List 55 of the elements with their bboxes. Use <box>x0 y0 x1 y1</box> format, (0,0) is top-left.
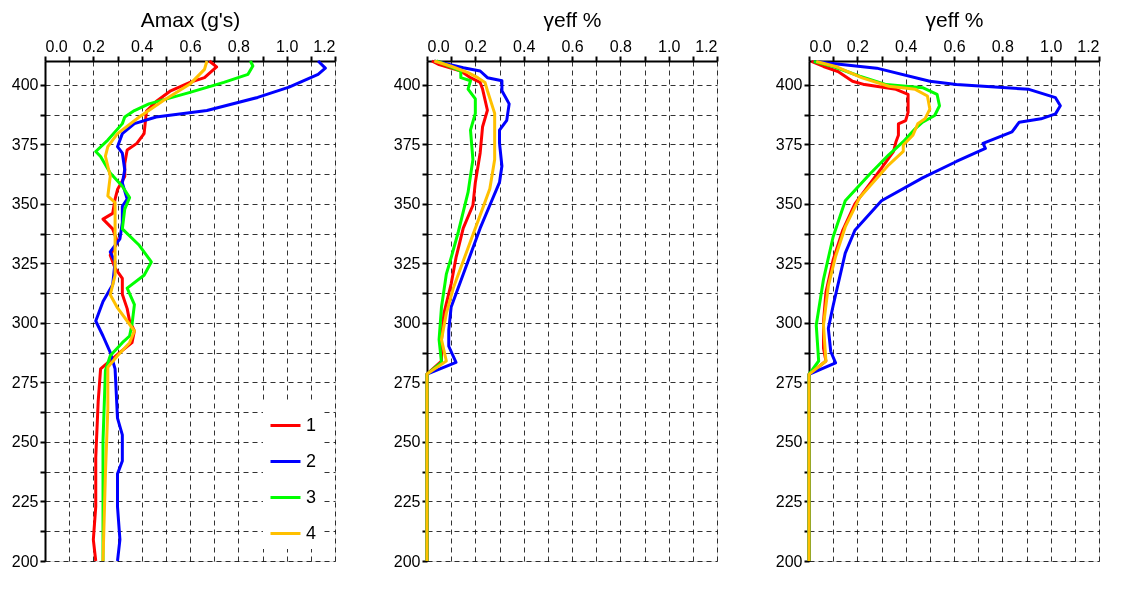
x-tick-label: 0.2 <box>82 37 106 55</box>
x-axis-title: Amax (g's) <box>140 7 241 31</box>
y-tick-label: 375 <box>11 135 39 153</box>
legend-label: 2 <box>306 450 317 471</box>
y-tick-label: 350 <box>393 195 421 213</box>
y-tick-label: 350 <box>775 195 803 213</box>
x-tick-label: 0.8 <box>227 37 251 55</box>
x-tick-label: 0.2 <box>846 37 870 55</box>
x-tick-label: 0.0 <box>45 37 68 55</box>
x-tick-label: 1.2 <box>695 37 718 55</box>
y-tick-label: 250 <box>775 433 803 451</box>
legend-label: 1 <box>306 414 317 435</box>
x-tick-label: 1.0 <box>276 37 299 55</box>
x-tick-label: 0.8 <box>991 37 1015 55</box>
y-tick-label: 300 <box>393 314 421 332</box>
x-tick-label: 1.0 <box>658 37 681 55</box>
x-tick-label: 1.0 <box>1040 37 1063 55</box>
legend-label: 4 <box>306 522 317 543</box>
x-tick-label: 0.4 <box>513 37 536 55</box>
y-tick-label: 400 <box>393 76 421 94</box>
x-tick-label: 0.6 <box>943 37 966 55</box>
x-tick-label: 0.0 <box>809 37 832 55</box>
y-tick-label: 275 <box>775 373 803 391</box>
y-tick-label: 250 <box>11 433 39 451</box>
y-tick-label: 300 <box>775 314 803 332</box>
x-tick-label: 0.0 <box>427 37 450 55</box>
y-tick-label: 275 <box>11 373 39 391</box>
y-tick-label: 325 <box>775 254 803 272</box>
y-tick-label: 250 <box>393 433 421 451</box>
y-tick-label: 375 <box>775 135 803 153</box>
x-tick-label: 0.4 <box>131 37 154 55</box>
x-tick-label: 0.8 <box>609 37 633 55</box>
y-tick-label: 325 <box>11 254 39 272</box>
y-tick-label: 275 <box>393 373 421 391</box>
x-tick-label: 1.2 <box>313 37 336 55</box>
x-axis-title: γeff % <box>543 7 602 31</box>
y-tick-label: 225 <box>393 492 421 510</box>
y-tick-label: 225 <box>775 492 803 510</box>
legend-label: 3 <box>306 486 317 507</box>
y-tick-label: 400 <box>11 76 39 94</box>
y-tick-label: 200 <box>11 552 39 570</box>
y-tick-label: 225 <box>11 492 39 510</box>
x-tick-label: 0.4 <box>895 37 918 55</box>
x-tick-label: 0.6 <box>561 37 584 55</box>
y-tick-label: 200 <box>775 552 803 570</box>
y-tick-label: 300 <box>11 314 39 332</box>
x-tick-label: 0.2 <box>464 37 488 55</box>
y-tick-label: 375 <box>393 135 421 153</box>
y-tick-label: 350 <box>11 195 39 213</box>
x-tick-label: 0.6 <box>179 37 202 55</box>
x-tick-label: 1.2 <box>1077 37 1100 55</box>
y-tick-label: 200 <box>393 552 421 570</box>
x-axis-title: γeff % <box>925 7 984 31</box>
y-tick-label: 400 <box>775 76 803 94</box>
y-tick-label: 325 <box>393 254 421 272</box>
